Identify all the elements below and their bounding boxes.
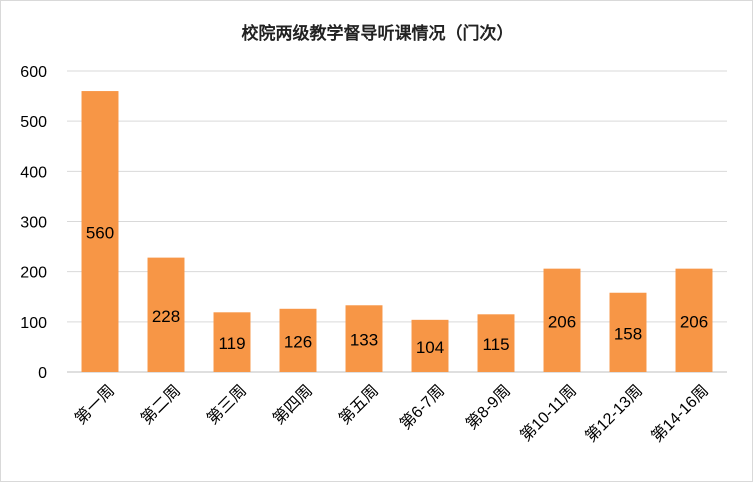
y-tick-label: 200: [20, 265, 47, 282]
bar: [543, 268, 581, 372]
x-tick-label: 第五周: [336, 381, 383, 428]
data-label: 228: [152, 307, 180, 326]
data-label: 115: [482, 335, 509, 354]
x-tick-label: 第一周: [72, 381, 119, 428]
y-tick-label: 0: [38, 365, 47, 382]
bar: [213, 312, 251, 372]
x-axis-ticks: 第一周 第二周 第三周 第四周 第五周 第6-7周 第8-9周 第10-11周 第12-13周第…: [72, 381, 713, 445]
x-tick-label: 第8-9周: [462, 381, 514, 433]
data-labels: 560 228 119 126 133 104 115 206 158 206: [86, 224, 708, 357]
bar: [345, 305, 383, 372]
y-tick-label: 600: [20, 64, 47, 81]
x-tick-label: 第二周: [138, 381, 185, 428]
x-tick-label: 第四周: [270, 381, 317, 428]
data-label: 560: [86, 224, 114, 243]
y-axis-ticks: 0 100 200 300 400 500 600: [20, 64, 47, 382]
x-tick-label: 第12-13周: [582, 381, 646, 445]
y-tick-label: 400: [20, 164, 47, 181]
y-tick-label: 500: [20, 114, 47, 131]
data-label: 158: [614, 324, 642, 343]
bar: [81, 91, 119, 373]
bar: [609, 292, 647, 372]
data-label: 119: [218, 334, 245, 353]
x-tick-label: 第三周: [204, 381, 251, 428]
bar: [411, 319, 449, 372]
bars: [81, 91, 713, 373]
bar: [477, 314, 515, 372]
bar: [675, 268, 713, 372]
bar: [279, 308, 317, 372]
x-tick-label: 第10-11周: [517, 381, 580, 444]
chart-title: 校院两级教学督导听课情况（门次）: [241, 24, 514, 44]
data-label: 206: [548, 312, 576, 331]
data-label: 104: [416, 338, 444, 357]
x-tick-label: 第14-16周: [648, 381, 712, 445]
data-label: 206: [680, 312, 708, 331]
y-tick-label: 300: [20, 215, 47, 232]
bar: [147, 257, 185, 372]
y-tick-label: 100: [20, 315, 47, 332]
data-label: 133: [350, 331, 378, 350]
data-label: 126: [284, 332, 312, 351]
x-tick-label: 第6-7周: [396, 381, 448, 433]
